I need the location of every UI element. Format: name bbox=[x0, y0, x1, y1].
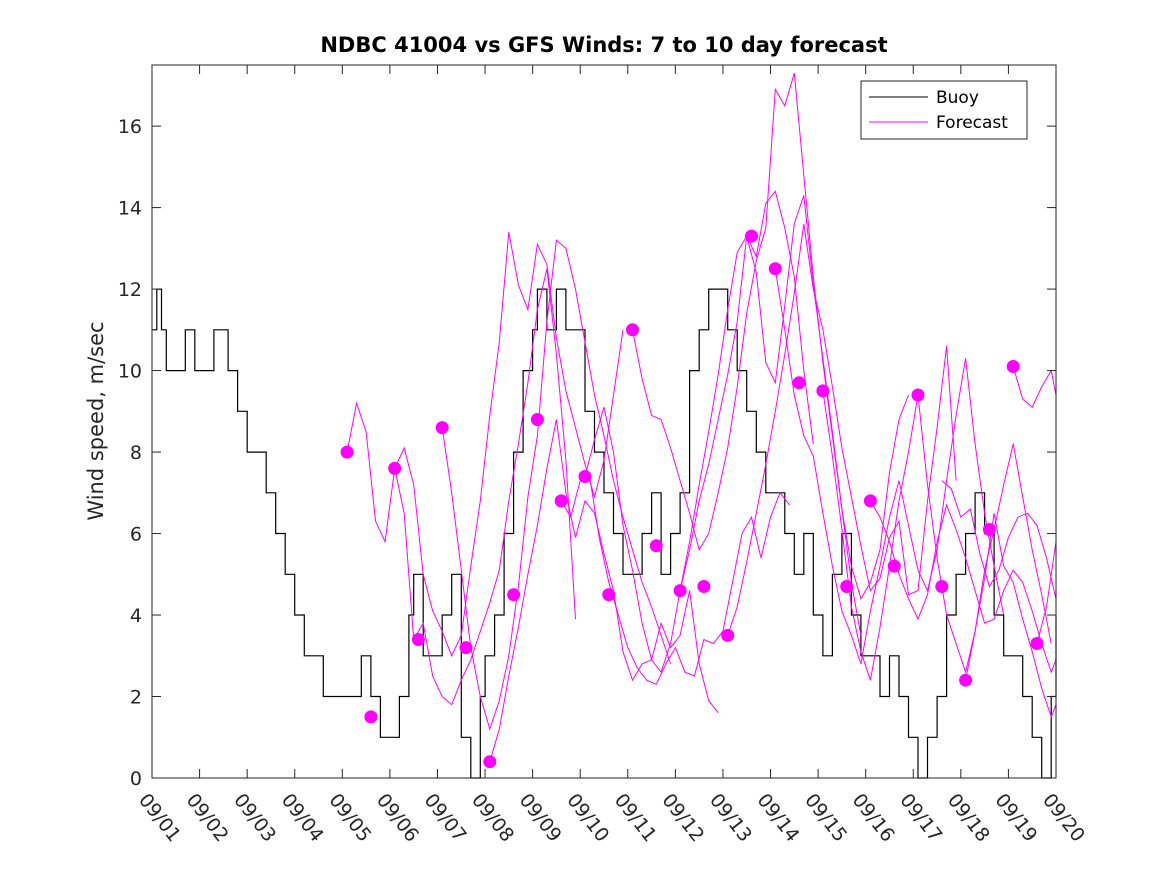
legend-buoy-label: Buoy bbox=[936, 88, 979, 108]
forecast-marker bbox=[340, 445, 354, 459]
forecast-marker bbox=[388, 461, 402, 475]
forecast-marker bbox=[507, 588, 521, 602]
x-tick-label: 09/16 bbox=[848, 790, 899, 847]
x-tick-label: 09/18 bbox=[943, 790, 994, 847]
legend-box bbox=[860, 80, 1028, 140]
forecast-markers bbox=[340, 229, 1044, 769]
legend-forecast-label: Forecast bbox=[936, 113, 1008, 133]
forecast-marker bbox=[863, 494, 877, 508]
y-tick-label: 8 bbox=[130, 442, 142, 464]
forecast-marker bbox=[697, 580, 711, 593]
x-tick-label: 09/15 bbox=[800, 790, 851, 847]
x-tick-label: 09/17 bbox=[895, 790, 946, 847]
forecast-marker bbox=[364, 710, 378, 724]
forecast-marker bbox=[483, 755, 497, 769]
forecast-line-11 bbox=[822, 390, 1052, 681]
forecast-marker bbox=[745, 229, 758, 243]
forecast-line-6 bbox=[584, 190, 814, 674]
x-tick-label: 09/14 bbox=[753, 790, 804, 847]
forecast-marker bbox=[578, 470, 592, 483]
plot-frame bbox=[151, 64, 1057, 779]
y-tick-label: 14 bbox=[118, 198, 142, 220]
forecast-marker bbox=[935, 580, 949, 593]
y-tick-label: 4 bbox=[130, 605, 142, 627]
y-tick-labels: 0 2 4 6 8 10 12 14 16 bbox=[118, 116, 142, 790]
legend: Buoy Forecast bbox=[860, 80, 1028, 140]
forecast-marker bbox=[959, 673, 973, 687]
forecast-marker bbox=[554, 494, 568, 508]
forecast-line-15 bbox=[1012, 366, 1057, 409]
forecast-marker bbox=[887, 559, 901, 573]
x-tick-label: 09/02 bbox=[182, 790, 233, 847]
y-tick-label: 16 bbox=[118, 116, 142, 138]
forecast-marker bbox=[911, 388, 925, 402]
x-tick-label: 09/20 bbox=[1038, 790, 1089, 847]
forecast-marker bbox=[626, 323, 639, 337]
plot-area bbox=[152, 65, 1056, 778]
axis-ticks bbox=[151, 65, 1057, 779]
forecast-marker bbox=[721, 628, 735, 642]
x-tick-label: 09/11 bbox=[610, 790, 661, 847]
forecast-line-5 bbox=[560, 475, 790, 685]
forecast-marker bbox=[792, 376, 806, 390]
x-tick-label: 09/09 bbox=[515, 790, 566, 847]
x-tick-label: 09/13 bbox=[705, 790, 756, 847]
x-tick-label: 09/08 bbox=[467, 790, 518, 847]
forecast-marker bbox=[768, 262, 782, 276]
x-tick-label: 09/19 bbox=[990, 790, 1041, 847]
forecast-series bbox=[346, 72, 1057, 762]
buoy-series bbox=[152, 288, 1057, 779]
forecast-line-8 bbox=[679, 195, 909, 600]
forecast-marker bbox=[530, 413, 544, 426]
forecast-line-16 bbox=[1036, 541, 1057, 644]
y-tick-label: 2 bbox=[130, 687, 142, 709]
y-axis-label: Wind speed, m/sec bbox=[84, 321, 108, 520]
x-tick-label: 09/07 bbox=[420, 790, 471, 847]
y-tick-label: 6 bbox=[130, 524, 142, 546]
buoy-line bbox=[152, 288, 1057, 779]
forecast-marker bbox=[459, 641, 473, 655]
x-tick-label: 09/10 bbox=[562, 790, 613, 847]
y-tick-label: 0 bbox=[130, 768, 142, 790]
forecast-marker bbox=[1006, 360, 1020, 373]
forecast-line-3 bbox=[441, 239, 672, 731]
x-tick-label: 09/05 bbox=[324, 790, 375, 847]
x-tick-labels: 09/0109/0209/0309/0409/0509/0609/0709/08… bbox=[134, 790, 1089, 847]
x-tick-label: 09/01 bbox=[134, 790, 185, 847]
forecast-line-1 bbox=[346, 268, 576, 706]
y-tick-label: 12 bbox=[118, 279, 142, 301]
forecast-marker bbox=[435, 421, 449, 435]
forecast-line-14 bbox=[965, 513, 1057, 719]
forecast-marker bbox=[411, 633, 425, 646]
forecast-line-7 bbox=[632, 72, 862, 636]
forecast-line-13 bbox=[941, 480, 1057, 599]
chart-title: NDBC 41004 vs GFS Winds: 7 to 10 day for… bbox=[320, 33, 887, 57]
forecast-marker bbox=[840, 580, 854, 593]
forecast-line-9 bbox=[727, 223, 957, 636]
forecast-marker bbox=[673, 584, 687, 598]
forecast-line-12 bbox=[869, 500, 1057, 674]
y-tick-label: 10 bbox=[118, 361, 142, 383]
forecast-marker bbox=[816, 384, 830, 398]
x-tick-label: 09/06 bbox=[372, 790, 423, 847]
forecast-line-4 bbox=[489, 419, 719, 762]
x-tick-label: 09/12 bbox=[657, 790, 708, 847]
forecast-marker bbox=[982, 523, 996, 536]
forecast-marker bbox=[602, 588, 616, 602]
x-tick-label: 09/03 bbox=[229, 790, 280, 847]
forecast-marker bbox=[649, 539, 663, 553]
x-tick-label: 09/04 bbox=[277, 790, 328, 847]
forecast-line-10 bbox=[774, 268, 1005, 665]
forecast-marker bbox=[1030, 637, 1044, 650]
forecast-line-2 bbox=[394, 231, 624, 658]
